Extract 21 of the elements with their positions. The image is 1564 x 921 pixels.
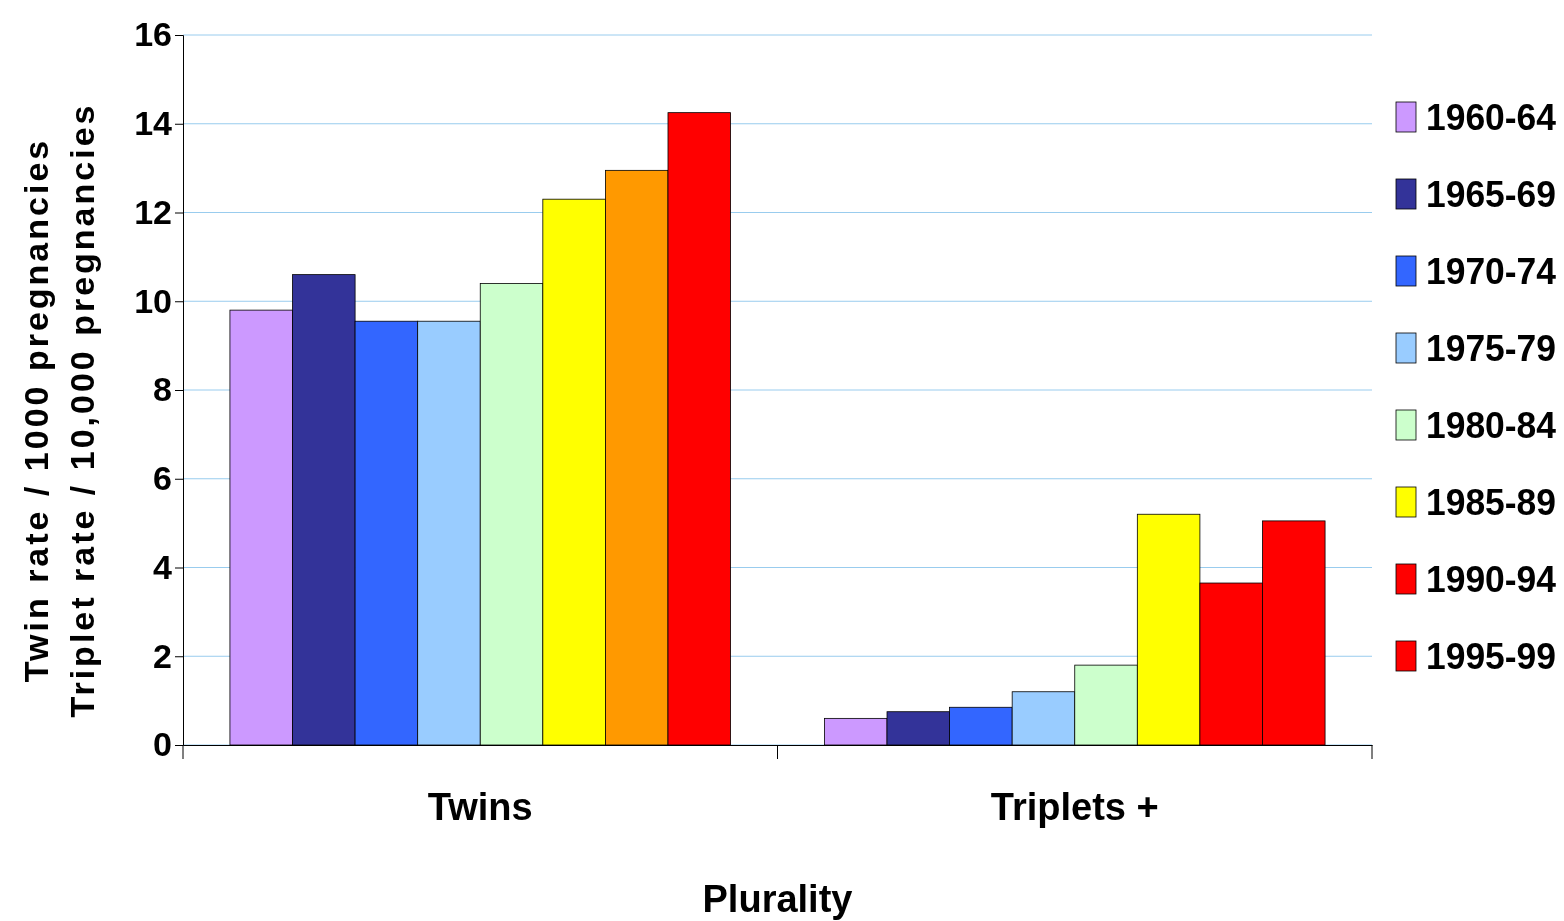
legend-label: 1965-69 <box>1426 174 1559 215</box>
legend-label: 1975-79 <box>1426 328 1559 369</box>
y-tick-label: 0 <box>153 725 172 764</box>
y-tick-label: 8 <box>153 370 172 409</box>
x-tick-label: Twins <box>427 785 533 828</box>
x-axis-title: Plurality <box>702 878 853 920</box>
y-tick-label: 2 <box>153 636 172 675</box>
y-tick-label: 14 <box>134 104 173 143</box>
legend-label: 1960-64 <box>1426 97 1559 138</box>
y-tick-label: 4 <box>153 547 173 586</box>
x-tick-label: Triplets + <box>990 785 1159 828</box>
y-tick-label: 6 <box>153 459 172 498</box>
legend-label: 1990-94 <box>1426 559 1559 600</box>
legend-label: 1980-84 <box>1426 405 1559 446</box>
y-tick-label: 12 <box>134 192 172 231</box>
legend-label: 1985-89 <box>1426 482 1559 523</box>
y-axis-title: Twin rate / 1000 pregnancies Triplet rate / 10,000 pregnancies <box>17 102 101 718</box>
y-tick-label: 10 <box>134 281 172 320</box>
y-tick-label: 16 <box>134 15 172 54</box>
legend-label: 1970-74 <box>1426 251 1559 292</box>
legend-label: 1995-99 <box>1426 636 1559 677</box>
